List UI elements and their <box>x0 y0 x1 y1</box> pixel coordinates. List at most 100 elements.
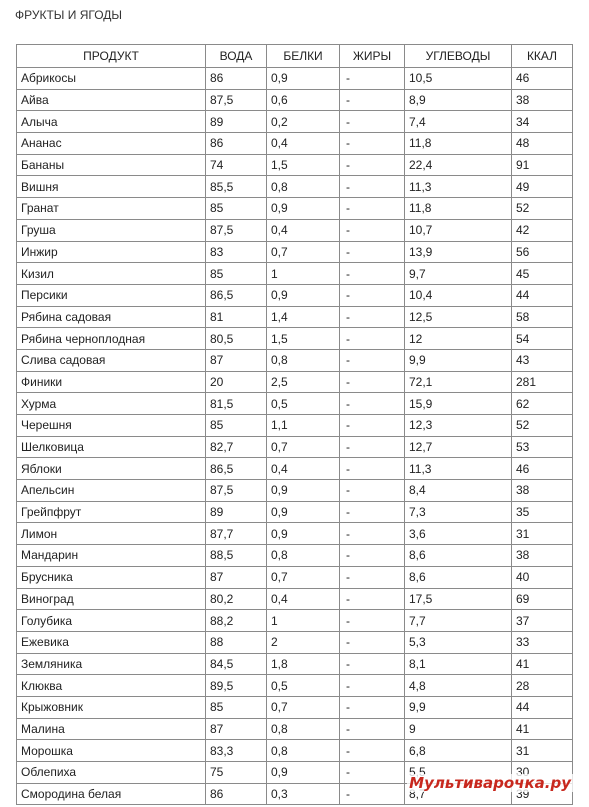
carbs-cell: 22,4 <box>404 153 512 177</box>
carbs-cell: 9 <box>404 717 512 741</box>
water-cell: 86,5 <box>205 457 267 481</box>
product-cell: Черешня <box>16 414 206 437</box>
water-cell: 80,5 <box>205 327 267 350</box>
table-row: Смородина белая 86 0,3-8,7 39 <box>16 782 573 806</box>
protein-cell: 0,4 <box>266 218 340 242</box>
water-cell: 81 <box>205 305 267 329</box>
water-cell: 87 <box>205 565 267 589</box>
protein-cell: 1,1 <box>266 414 340 437</box>
fat-cell: - <box>339 283 405 307</box>
product-cell: Финики <box>16 370 206 394</box>
table-row: Рябина садовая 81 1,4-12,5 58 <box>16 305 573 329</box>
fat-cell: - <box>339 132 405 155</box>
kcal-cell: 30 <box>511 761 573 784</box>
water-cell: 83 <box>205 240 267 264</box>
carbs-cell: 8,6 <box>404 565 512 589</box>
product-cell: Голубика <box>16 609 206 632</box>
column-header-product: ПРОДУКТ <box>16 44 206 68</box>
carbs-cell: 12,7 <box>404 435 512 459</box>
fat-cell: - <box>339 522 405 546</box>
water-cell: 89 <box>205 500 267 524</box>
product-cell: Клюква <box>16 674 206 697</box>
kcal-cell: 31 <box>511 739 573 762</box>
carbs-cell: 11,3 <box>404 457 512 481</box>
kcal-cell: 38 <box>511 88 573 112</box>
table-row: Груша 87,5 0,4-10,7 42 <box>16 218 573 242</box>
table-row: Земляника 84,5 1,8-8,1 41 <box>16 652 573 676</box>
protein-cell: 0,9 <box>266 67 340 90</box>
protein-cell: 2 <box>266 630 340 654</box>
fat-cell: - <box>339 739 405 762</box>
kcal-cell: 35 <box>511 500 573 524</box>
kcal-cell: 44 <box>511 695 573 719</box>
protein-cell: 0,8 <box>266 175 340 199</box>
product-cell: Апельсин <box>16 479 206 502</box>
water-cell: 86,5 <box>205 283 267 307</box>
product-cell: Ананас <box>16 132 206 155</box>
carbs-cell: 8,4 <box>404 479 512 502</box>
carbs-cell: 12 <box>404 327 512 350</box>
table-row: Кизил 85 1-9,7 45 <box>16 262 573 285</box>
protein-cell: 1 <box>266 262 340 285</box>
water-cell: 75 <box>205 761 267 784</box>
kcal-cell: 46 <box>511 67 573 90</box>
kcal-cell: 44 <box>511 283 573 307</box>
protein-cell: 0,5 <box>266 674 340 697</box>
product-cell: Бананы <box>16 153 206 177</box>
column-header-fat: ЖИРЫ <box>339 44 405 68</box>
kcal-cell: 49 <box>511 175 573 199</box>
product-cell: Земляника <box>16 652 206 676</box>
carbs-cell: 9,7 <box>404 262 512 285</box>
fat-cell: - <box>339 609 405 632</box>
product-cell: Слива садовая <box>16 348 206 372</box>
table-row: Хурма 81,5 0,5-15,9 62 <box>16 392 573 415</box>
table-row: Крыжовник 85 0,7-9,9 44 <box>16 695 573 719</box>
kcal-cell: 58 <box>511 305 573 329</box>
protein-cell: 0,9 <box>266 522 340 546</box>
table-row: Апельсин 87,5 0,9-8,4 38 <box>16 479 573 502</box>
product-cell: Грейпфрут <box>16 500 206 524</box>
carbs-cell: 8,1 <box>404 652 512 676</box>
carbs-cell: 11,8 <box>404 132 512 155</box>
carbs-cell: 7,4 <box>404 110 512 134</box>
protein-cell: 0,5 <box>266 392 340 415</box>
product-cell: Смородина белая <box>16 782 206 806</box>
table-row: Слива садовая 87 0,8-9,9 43 <box>16 348 573 372</box>
table-row: Виноград 80,2 0,4-17,5 69 <box>16 587 573 611</box>
product-cell: Абрикосы <box>16 67 206 90</box>
kcal-cell: 38 <box>511 544 573 567</box>
product-cell: Алыча <box>16 110 206 134</box>
nutrition-table: ПРОДУКТ ВОДА БЕЛКИ ЖИРЫ УГЛЕВОДЫ ККАЛ Аб… <box>16 44 573 806</box>
water-cell: 74 <box>205 153 267 177</box>
kcal-cell: 37 <box>511 609 573 632</box>
kcal-cell: 33 <box>511 630 573 654</box>
fat-cell: - <box>339 392 405 415</box>
water-cell: 85 <box>205 414 267 437</box>
protein-cell: 0,3 <box>266 782 340 806</box>
kcal-cell: 41 <box>511 717 573 741</box>
fat-cell: - <box>339 674 405 697</box>
water-cell: 87,5 <box>205 218 267 242</box>
carbs-cell: 12,3 <box>404 414 512 437</box>
product-cell: Айва <box>16 88 206 112</box>
carbs-cell: 8,6 <box>404 544 512 567</box>
carbs-cell: 10,7 <box>404 218 512 242</box>
kcal-cell: 40 <box>511 565 573 589</box>
water-cell: 80,2 <box>205 587 267 611</box>
protein-cell: 0,8 <box>266 739 340 762</box>
kcal-cell: 48 <box>511 132 573 155</box>
kcal-cell: 34 <box>511 110 573 134</box>
water-cell: 20 <box>205 370 267 394</box>
carbs-cell: 72,1 <box>404 370 512 394</box>
product-cell: Брусника <box>16 565 206 589</box>
water-cell: 88,5 <box>205 544 267 567</box>
kcal-cell: 52 <box>511 414 573 437</box>
column-header-carbs: УГЛЕВОДЫ <box>404 44 512 68</box>
water-cell: 87 <box>205 348 267 372</box>
table-row: Брусника 87 0,7-8,6 40 <box>16 565 573 589</box>
protein-cell: 0,4 <box>266 132 340 155</box>
column-header-protein: БЕЛКИ <box>266 44 340 68</box>
table-row: Ананас 86 0,4-11,8 48 <box>16 132 573 155</box>
fat-cell: - <box>339 240 405 264</box>
table-row: Шелковица 82,7 0,7-12,7 53 <box>16 435 573 459</box>
